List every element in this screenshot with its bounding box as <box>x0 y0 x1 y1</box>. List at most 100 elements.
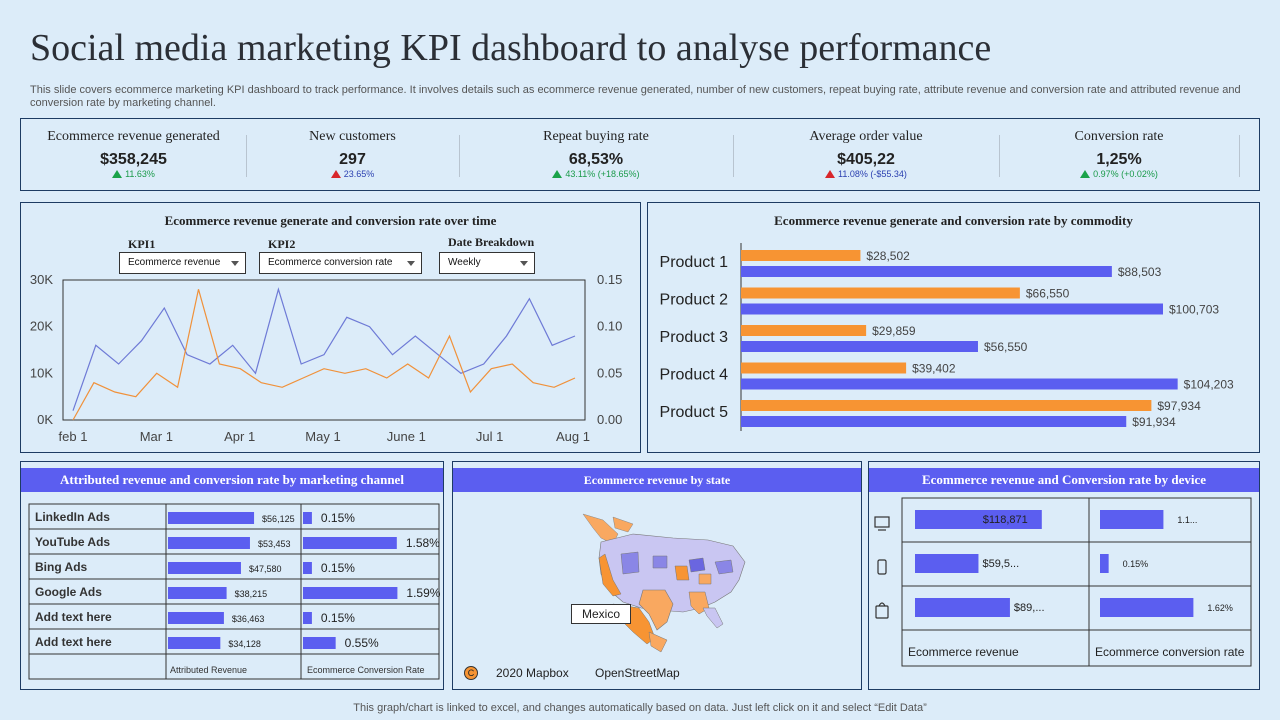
map-region-canada-edge <box>612 516 634 533</box>
revenue-bar <box>168 637 221 649</box>
revenue-bar <box>168 612 224 624</box>
y-left-tick-label: 0K <box>37 412 53 427</box>
attribution-mapbox[interactable]: 2020 Mapbox <box>496 666 569 680</box>
column-label: Ecommerce conversion rate <box>1095 645 1245 659</box>
kpi-change: 43.11% (+18.65%) <box>459 169 733 179</box>
bar-value-label: $56,550 <box>984 340 1028 354</box>
x-tick-label: Aug 1 <box>556 429 590 444</box>
map-region-purple-3 <box>688 557 706 573</box>
panel-title: Ecommerce revenue generate and conversio… <box>164 213 497 228</box>
bar <box>741 266 1112 277</box>
revenue-over-time-panel: Ecommerce revenue generate and conversio… <box>20 202 641 453</box>
kpi-label: Ecommerce revenue generated <box>47 129 220 144</box>
bar <box>741 325 867 336</box>
rate-label: 1.58% <box>406 536 440 550</box>
revenue-label: $38,215 <box>235 589 268 599</box>
date-breakdown-value: Weekly <box>448 257 481 268</box>
us-map[interactable] <box>453 462 861 689</box>
bar <box>741 378 1178 390</box>
map-region-mexico-east <box>648 631 668 653</box>
kpi1-label: KPI1 <box>128 237 156 251</box>
revenue-bar <box>168 587 227 599</box>
up-arrow-icon <box>552 170 563 178</box>
kpi-label: Conversion rate <box>1074 129 1164 144</box>
channel-name: YouTube Ads <box>35 535 110 549</box>
bar-value-label: $29,859 <box>872 324 916 338</box>
kpi-card-revenue: Ecommerce revenue generated $358,245 11.… <box>21 119 246 192</box>
bar-value-label: $39,402 <box>912 362 956 376</box>
category-label: Product 2 <box>660 292 729 309</box>
rate-bar <box>303 587 398 599</box>
attribution-osm[interactable]: OpenStreetMap <box>595 666 680 680</box>
x-tick-label: Jul 1 <box>476 429 503 444</box>
kpi-divider <box>246 135 247 177</box>
column-label: Ecommerce revenue <box>908 645 1019 659</box>
kpi-divider <box>1239 135 1240 177</box>
rate-bar <box>303 562 312 574</box>
series-line-1 <box>72 287 576 411</box>
table-border <box>28 503 440 680</box>
kpi2-dropdown[interactable]: Ecommerce conversion rate <box>259 252 422 274</box>
x-tick-label: Apr 1 <box>224 429 255 444</box>
revenue-bar <box>915 598 1010 617</box>
line-chart: 0K 10K 20K 30K 0.00 0.05 0.10 0.15 feb 1 Mar 1 Apr… <box>30 272 622 444</box>
kpi2-label: KPI2 <box>268 237 296 251</box>
bar-value-label: $88,503 <box>1118 265 1162 279</box>
x-tick-label: feb 1 <box>59 429 88 444</box>
revenue-label: $59,5... <box>982 558 1019 570</box>
monitor-icon <box>874 516 890 528</box>
y-right-tick-label: 0.10 <box>597 319 622 334</box>
kpi-divider <box>999 135 1000 177</box>
series-line-2 <box>72 289 576 421</box>
map-region-purple-1 <box>620 551 640 575</box>
kpi-change: 11.08% (-$55.34) <box>733 169 999 179</box>
revenue-bar <box>168 512 255 524</box>
kpi-label: Average order value <box>809 129 923 144</box>
rate-bar <box>1100 510 1164 529</box>
channel-name: Google Ads <box>35 585 102 599</box>
plot-area <box>62 279 586 421</box>
x-tick-label: Mar 1 <box>140 429 173 444</box>
page-title: Social media marketing KPI dashboard to … <box>30 27 992 69</box>
category-label: Product 3 <box>660 329 729 346</box>
channel-name: Bing Ads <box>35 560 88 574</box>
bar-value-label: $104,203 <box>1184 378 1234 392</box>
panel-title: Attributed revenue and conversion rate b… <box>21 468 443 492</box>
bar-value-label: $66,550 <box>1026 287 1070 301</box>
kpi-strip: Ecommerce revenue generated $358,245 11.… <box>20 118 1260 191</box>
revenue-bar <box>915 554 979 573</box>
revenue-label: $47,580 <box>249 564 282 574</box>
y-left-tick-label: 30K <box>30 272 53 287</box>
map-tooltip: Mexico <box>571 604 632 624</box>
revenue-label: $36,463 <box>232 614 265 624</box>
bar-value-label: $91,934 <box>1132 415 1176 429</box>
revenue-bar <box>168 537 250 549</box>
channel-name: Add text here <box>35 635 112 649</box>
shopping-bag-icon <box>875 605 889 619</box>
bar-chart: Product 1 $28,502 $88,503 Product 2 $66,550 $… <box>660 243 1234 431</box>
commodity-panel: Ecommerce revenue generate and conversio… <box>647 202 1260 453</box>
down-arrow-icon <box>330 170 341 178</box>
bar-value-label: $97,934 <box>1157 399 1201 413</box>
y-right-tick-label: 0.05 <box>597 365 622 380</box>
map-region-orange-1 <box>674 565 690 581</box>
revenue-label: $89,... <box>1014 602 1045 614</box>
revenue-bar <box>168 562 241 574</box>
bar <box>741 250 861 261</box>
rate-label: 0.15% <box>321 561 355 575</box>
kpi1-dropdown[interactable]: Ecommerce revenue <box>119 252 246 274</box>
kpi-card-repeat-buying: Repeat buying rate 68,53% 43.11% (+18.65… <box>459 119 733 192</box>
map-region-texas <box>638 589 674 631</box>
date-breakdown-dropdown[interactable]: Weekly <box>439 252 535 274</box>
channel-panel: Attributed revenue and conversion rate b… <box>20 461 444 690</box>
revenue-label: $34,128 <box>228 639 261 649</box>
device-chart: $118,871 1.1... $59,5... 0.15% $89,... 1.62% E… <box>874 497 1252 667</box>
kpi-value: 68,53% <box>568 151 624 168</box>
panel-title: Ecommerce revenue by state <box>453 468 861 492</box>
chevron-down-icon <box>231 261 239 266</box>
bar-value-label: $100,703 <box>1169 303 1219 317</box>
map-region-purple-4 <box>714 559 734 575</box>
bar <box>741 303 1163 315</box>
chevron-down-icon <box>407 261 415 266</box>
kpi-value: $358,245 <box>100 151 167 168</box>
